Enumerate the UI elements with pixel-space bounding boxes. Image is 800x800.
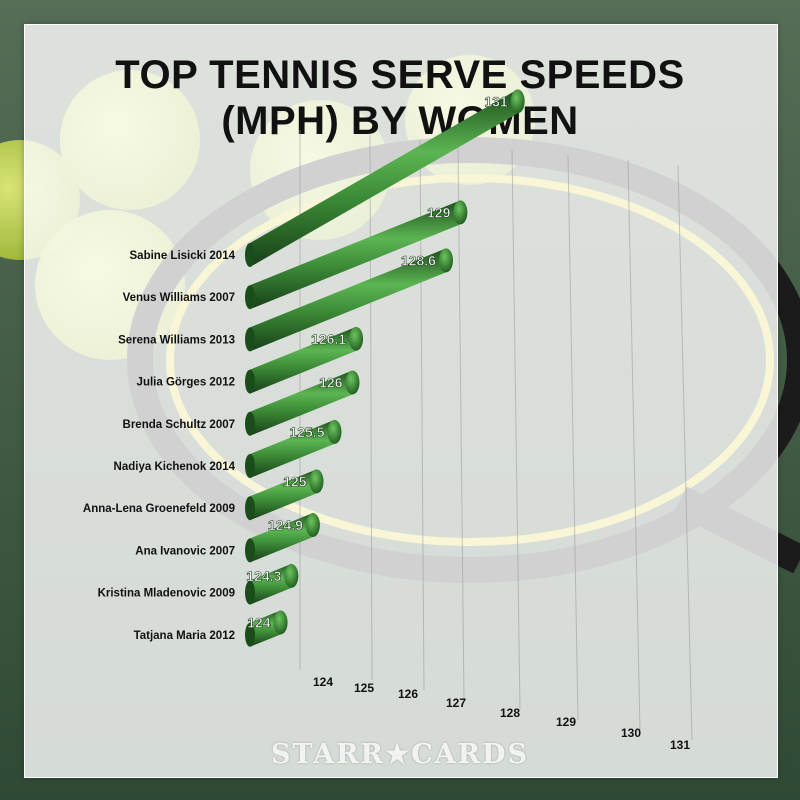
value-label: 128.6 bbox=[401, 252, 436, 268]
category-label: Nadiya Kichenok 2014 bbox=[114, 461, 236, 473]
gridline bbox=[457, 144, 465, 701]
x-tick-label: 124 bbox=[313, 675, 333, 689]
bar bbox=[245, 610, 288, 647]
bar bbox=[245, 563, 299, 605]
category-label: Brenda Schultz 2007 bbox=[123, 419, 235, 431]
x-tick-label: 128 bbox=[500, 706, 520, 720]
bar bbox=[245, 248, 453, 352]
title-line-1: TOP TENNIS SERVE SPEEDS bbox=[115, 53, 685, 97]
x-tick-label: 129 bbox=[556, 715, 576, 729]
bar bbox=[245, 513, 320, 563]
value-label: 126.1 bbox=[311, 331, 346, 347]
value-label: 124.3 bbox=[246, 568, 281, 584]
category-label: Kristina Mladenovic 2009 bbox=[98, 588, 235, 600]
category-label: Anna-Lena Groenefeld 2009 bbox=[83, 503, 235, 515]
gridline bbox=[567, 154, 579, 721]
x-tick-label: 130 bbox=[621, 726, 641, 740]
value-label: 129 bbox=[427, 204, 451, 220]
category-label: Sabine Lisicki 2014 bbox=[130, 250, 236, 262]
bar bbox=[245, 370, 360, 436]
bar bbox=[245, 469, 324, 521]
category-label: Julia Görges 2012 bbox=[137, 377, 235, 389]
category-label: Ana Ivanovic 2007 bbox=[135, 545, 235, 557]
gridline bbox=[677, 164, 693, 741]
gridline bbox=[369, 134, 373, 681]
x-tick-label: 126 bbox=[398, 687, 418, 701]
value-label: 124 bbox=[247, 614, 271, 630]
bar bbox=[245, 200, 468, 310]
bar bbox=[245, 89, 525, 268]
gridline bbox=[627, 159, 641, 731]
value-label: 126 bbox=[319, 374, 343, 390]
category-label: Tatjana Maria 2012 bbox=[134, 630, 235, 642]
value-label: 125 bbox=[283, 473, 307, 489]
category-label: Venus Williams 2007 bbox=[123, 292, 235, 304]
value-label: 125.5 bbox=[289, 424, 324, 440]
x-tick-label: 127 bbox=[446, 696, 466, 710]
category-label: Serena Williams 2013 bbox=[118, 334, 235, 346]
gridline bbox=[511, 149, 521, 711]
chart-panel bbox=[24, 24, 778, 778]
bar bbox=[245, 419, 342, 478]
value-label: 131 bbox=[484, 93, 508, 109]
x-tick-label: 125 bbox=[354, 681, 374, 695]
watermark-logo: STARR★CARDS bbox=[271, 739, 529, 770]
x-tick-label: 131 bbox=[670, 738, 690, 752]
bar bbox=[245, 326, 364, 394]
value-label: 124.9 bbox=[268, 517, 303, 533]
